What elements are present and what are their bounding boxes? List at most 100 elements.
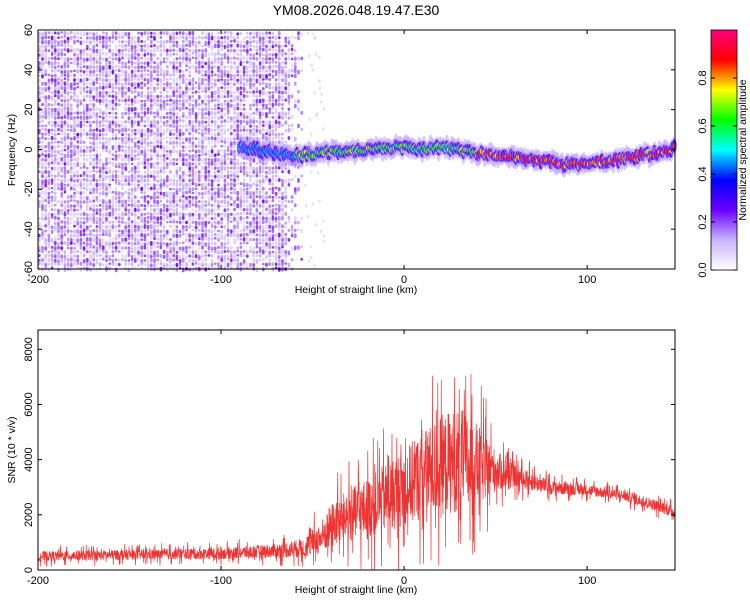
noise-cell — [108, 85, 111, 89]
noise-cell — [223, 199, 227, 205]
noise-cell — [150, 44, 153, 48]
noise-cell — [169, 82, 172, 86]
noise-cell — [255, 208, 259, 213]
noise-cell — [114, 220, 118, 223]
noise-cell — [79, 78, 83, 83]
noise-cell — [44, 52, 47, 58]
noise-cell — [249, 225, 252, 229]
noise-cell — [242, 128, 246, 132]
noise-cell — [105, 73, 108, 78]
noise-cell — [281, 103, 284, 106]
noise-cell — [172, 263, 175, 269]
noise-cell — [50, 166, 54, 171]
noise-cell — [159, 48, 163, 53]
noise-cell — [284, 204, 287, 208]
noise-cell — [127, 170, 131, 174]
noise-cell — [169, 263, 172, 267]
noise-cell — [156, 65, 159, 70]
noise-cell — [89, 242, 92, 247]
noise-cell — [162, 95, 166, 100]
noise-cell — [54, 157, 57, 162]
noise-cell — [146, 64, 150, 68]
noise-cell — [214, 124, 217, 128]
noise-cell — [207, 64, 211, 70]
noise-cell — [210, 237, 214, 241]
noise-cell — [220, 128, 223, 132]
spectrogram-x-tick-label: -200 — [27, 274, 49, 286]
noise-cell — [121, 90, 124, 95]
noise-cell — [233, 262, 236, 266]
noise-cell — [220, 140, 223, 143]
noise-cell — [108, 238, 111, 242]
noise-cell — [185, 36, 188, 42]
noise-cell — [262, 53, 265, 57]
noise-cell — [242, 178, 246, 183]
noise-cell — [226, 203, 230, 208]
noise-cell — [204, 86, 207, 91]
noise-cell — [255, 103, 259, 107]
noise-cell — [105, 145, 108, 150]
noise-cell — [89, 182, 92, 186]
noise-cell — [281, 262, 284, 267]
noise-cell — [44, 39, 47, 45]
noise-cell — [182, 213, 185, 217]
noise-cell — [73, 157, 76, 162]
noise-cell — [271, 44, 275, 49]
noise-cell — [92, 141, 95, 146]
noise-cell — [274, 90, 278, 94]
noise-cell — [143, 191, 147, 195]
noise-cell — [220, 144, 223, 148]
noise-cell — [278, 52, 281, 57]
noise-cell — [76, 132, 79, 137]
noise-cell — [150, 39, 153, 45]
noise-cell — [287, 90, 291, 95]
noise-cell — [188, 221, 191, 225]
noise-cell — [134, 212, 137, 217]
noise-cell — [281, 110, 284, 115]
noise-cell — [198, 107, 201, 111]
noise-cell — [166, 229, 169, 235]
noise-cell — [79, 207, 83, 211]
noise-cell — [143, 140, 147, 145]
noise-cell — [188, 212, 191, 218]
noise-cell — [140, 53, 143, 57]
noise-cell — [182, 191, 185, 196]
noise-cell — [137, 94, 140, 97]
noise-cell — [281, 65, 284, 70]
noise-cell — [201, 229, 204, 233]
noise-cell — [50, 35, 54, 41]
noise-cell — [156, 123, 159, 129]
noise-cell — [278, 136, 281, 140]
noise-cell — [182, 39, 185, 44]
noise-cell — [57, 161, 60, 166]
noise-cell — [124, 246, 127, 250]
noise-cell — [278, 215, 281, 221]
noise-cell — [166, 99, 169, 102]
noise-cell — [70, 112, 73, 116]
noise-cell — [95, 212, 99, 215]
noise-cell — [57, 81, 60, 86]
noise-cell — [294, 233, 297, 239]
noise-cell — [239, 241, 243, 246]
noise-cell — [236, 203, 239, 209]
noise-cell — [262, 43, 265, 48]
noise-cell — [121, 203, 124, 208]
noise-cell — [134, 99, 137, 104]
noise-cell — [207, 149, 211, 155]
noise-cell — [281, 78, 284, 83]
noise-cell — [185, 173, 188, 177]
noise-cell — [294, 220, 297, 225]
noise-cell — [150, 124, 153, 128]
noise-cell — [86, 90, 89, 94]
noise-cell — [159, 107, 163, 111]
noise-cell — [201, 60, 204, 65]
noise-cell — [204, 102, 207, 106]
noise-cell — [60, 111, 63, 116]
noise-cell — [201, 200, 204, 205]
noise-cell — [108, 161, 111, 165]
noise-cell — [137, 157, 140, 161]
noise-cell — [111, 35, 115, 40]
noise-cell — [73, 212, 76, 218]
noise-cell — [236, 258, 239, 262]
noise-cell — [54, 74, 57, 78]
